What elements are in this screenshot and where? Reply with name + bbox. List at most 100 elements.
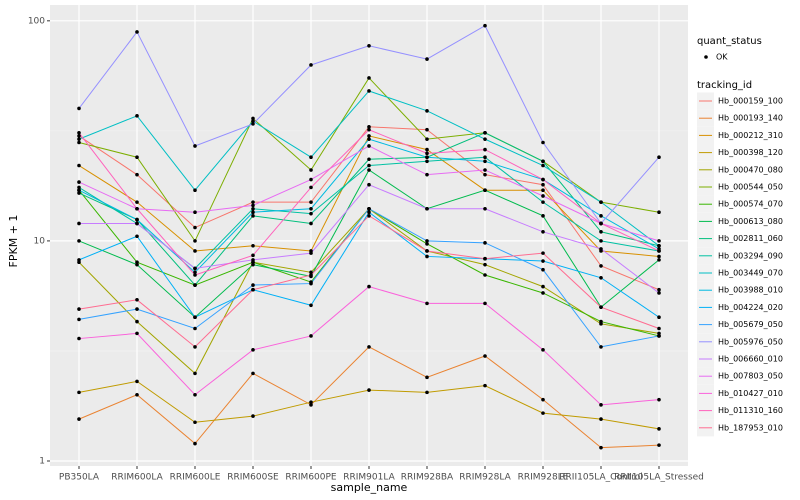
point xyxy=(193,225,197,230)
point xyxy=(135,379,139,384)
x-tick-label: RRIM600LA xyxy=(111,473,163,483)
legend-key xyxy=(704,55,708,59)
point xyxy=(193,249,197,253)
point xyxy=(599,275,603,280)
point xyxy=(541,284,545,289)
point xyxy=(541,182,545,187)
point xyxy=(425,206,429,211)
point xyxy=(193,273,197,277)
point xyxy=(483,172,487,177)
legend-label: Hb_000212_310 xyxy=(718,131,783,140)
point xyxy=(425,239,429,243)
point xyxy=(251,200,255,204)
legend-label: Hb_006660_010 xyxy=(718,355,783,364)
x-tick-label: RRIM928LE xyxy=(518,473,569,483)
point xyxy=(77,390,81,395)
point xyxy=(309,185,313,190)
point xyxy=(77,188,81,192)
point xyxy=(77,106,81,111)
x-tick-label: RRIM600LE xyxy=(170,473,221,483)
point xyxy=(77,137,81,141)
point xyxy=(425,109,429,113)
point xyxy=(251,203,255,208)
point xyxy=(77,239,81,243)
legend-label: Hb_005679_050 xyxy=(718,320,783,329)
point xyxy=(135,234,139,239)
point xyxy=(77,130,81,135)
point xyxy=(425,147,429,152)
y-tick-label: 100 xyxy=(28,16,45,26)
point xyxy=(599,345,603,349)
point xyxy=(251,258,255,262)
point xyxy=(193,188,197,192)
point xyxy=(77,336,81,341)
point xyxy=(135,200,139,204)
point xyxy=(135,307,139,311)
point xyxy=(251,206,255,211)
legend-title: tracking_id xyxy=(697,80,752,91)
legend-label: Hb_005976_050 xyxy=(718,337,783,346)
point xyxy=(657,254,661,259)
point xyxy=(77,163,81,168)
point xyxy=(193,315,197,320)
point xyxy=(193,239,197,243)
point xyxy=(193,441,197,446)
point xyxy=(425,155,429,160)
point xyxy=(135,217,139,222)
legend-label: Hb_002811_060 xyxy=(718,234,783,243)
point xyxy=(599,200,603,204)
x-tick-label: RRIM901LA xyxy=(343,473,395,483)
point xyxy=(309,303,313,308)
legend-label: Hb_000193_140 xyxy=(718,114,783,123)
point xyxy=(309,155,313,160)
point xyxy=(251,119,255,123)
point xyxy=(541,397,545,402)
point xyxy=(483,188,487,192)
point xyxy=(251,287,255,292)
point xyxy=(367,137,371,141)
legend-label: Hb_000544_050 xyxy=(718,183,783,192)
point xyxy=(193,392,197,397)
point xyxy=(367,157,371,162)
point xyxy=(541,251,545,255)
point xyxy=(309,177,313,182)
legend-label: OK xyxy=(716,53,728,62)
point xyxy=(599,264,603,268)
point xyxy=(135,206,139,211)
point xyxy=(367,182,371,187)
point xyxy=(657,155,661,160)
legend-label: Hb_000398_120 xyxy=(718,148,783,157)
point xyxy=(367,44,371,48)
point xyxy=(657,244,661,248)
point xyxy=(425,137,429,141)
point xyxy=(657,331,661,336)
point xyxy=(135,221,139,226)
point xyxy=(135,298,139,302)
point xyxy=(541,229,545,234)
point xyxy=(309,403,313,407)
point xyxy=(657,315,661,320)
point xyxy=(541,188,545,192)
point xyxy=(135,30,139,34)
point xyxy=(251,283,255,287)
point xyxy=(541,194,545,198)
point xyxy=(367,388,371,392)
point xyxy=(657,334,661,338)
point xyxy=(657,210,661,215)
point xyxy=(367,214,371,218)
point xyxy=(309,211,313,216)
point xyxy=(309,400,313,404)
point xyxy=(599,417,603,421)
point xyxy=(483,241,487,245)
point xyxy=(135,392,139,397)
point xyxy=(425,249,429,253)
point xyxy=(599,403,603,407)
point xyxy=(193,420,197,425)
x-tick-label: RRIM600PE xyxy=(285,473,337,483)
point xyxy=(657,291,661,295)
point xyxy=(251,116,255,121)
point xyxy=(193,326,197,331)
point xyxy=(657,427,661,431)
point xyxy=(425,127,429,132)
point xyxy=(367,163,371,168)
